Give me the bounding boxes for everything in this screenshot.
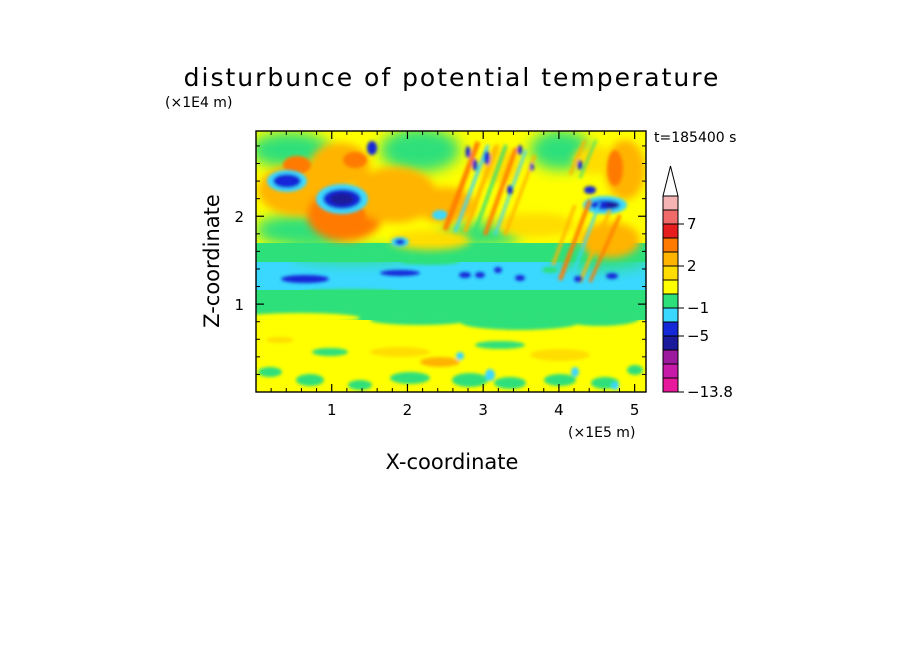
- colorbar: −13.8 −5 −1 2 7: [662, 165, 733, 401]
- y-tick-label: 1: [234, 296, 244, 314]
- colorbar-extend-arrow: [662, 165, 679, 197]
- colorbar-segment: [662, 363, 679, 379]
- y-axis: 12: [234, 145, 646, 375]
- x-axis-label: X-coordinate: [386, 450, 519, 474]
- colorbar-segment: [662, 335, 679, 351]
- y-scale-label: (×1E4 m): [165, 95, 232, 111]
- x-axis: 1 2 3 4 5: [270, 131, 640, 419]
- colorbar-label: −5: [687, 327, 709, 345]
- colorbar-segment: [662, 237, 679, 253]
- colorbar-segment: [662, 279, 679, 295]
- lower-turbulence: [256, 310, 643, 390]
- wave-streaks: [442, 139, 622, 283]
- colorbar-segment: [662, 223, 679, 239]
- colorbar-segment: [662, 195, 679, 211]
- y-axis-label: Z-coordinate: [200, 194, 224, 328]
- time-label: t=185400 s: [654, 130, 736, 146]
- y-tick-label: 2: [234, 208, 244, 226]
- colorbar-segment: [662, 307, 679, 323]
- x-scale-label: (×1E5 m): [568, 425, 635, 441]
- colorbar-segment: [662, 209, 679, 225]
- plot-frame: [255, 130, 647, 393]
- colorbar-label: 2: [687, 257, 697, 275]
- colorbar-label: −13.8: [687, 383, 733, 401]
- colorbar-label: 7: [687, 215, 697, 233]
- colorbar-segment: [662, 349, 679, 365]
- x-tick-label: 2: [403, 401, 413, 419]
- x-tick-label: 4: [554, 401, 564, 419]
- colorbar-segment: [662, 251, 679, 267]
- chart-title: disturbunce of potential temperature: [184, 63, 721, 92]
- x-tick-label: 5: [630, 401, 640, 419]
- colorbar-segment: [662, 377, 679, 393]
- cyan-band-lenses: [281, 259, 618, 295]
- colorbar-segment: [662, 293, 679, 309]
- contour-field: [256, 131, 646, 392]
- x-tick-label: 1: [327, 401, 337, 419]
- colorbar-segment: [662, 321, 679, 337]
- x-tick-label: 3: [478, 401, 488, 419]
- colorbar-segment: [662, 265, 679, 281]
- colorbar-label: −1: [687, 299, 709, 317]
